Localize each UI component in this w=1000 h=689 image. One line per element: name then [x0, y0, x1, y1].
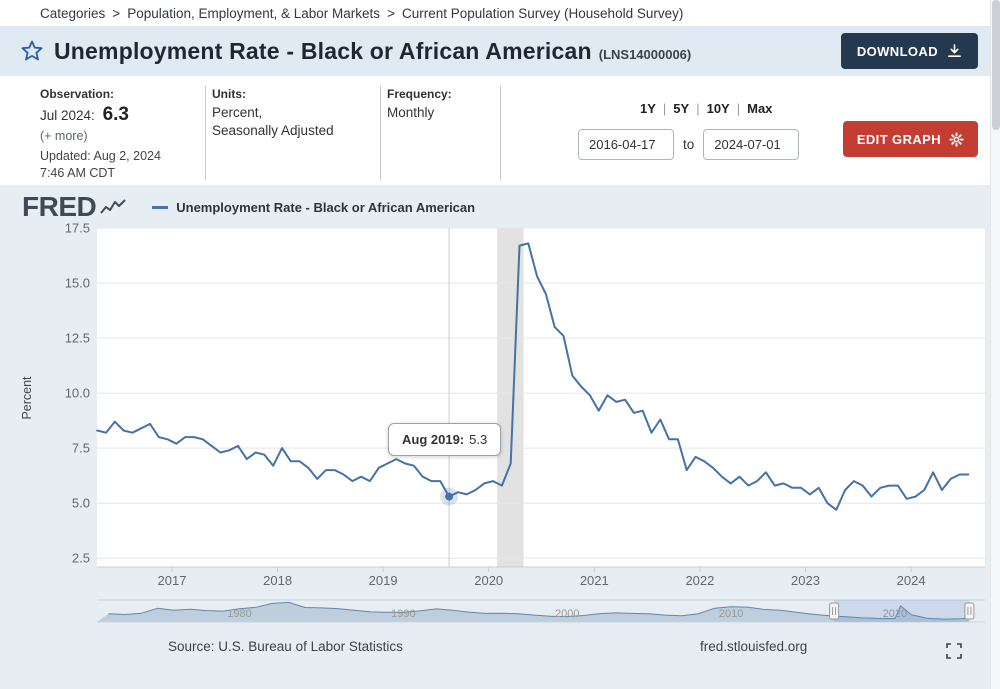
- date-range-controls: to: [578, 129, 800, 160]
- breadcrumb-cps[interactable]: Current Population Survey (Household Sur…: [401, 5, 684, 21]
- units-column: Units: Percent, Seasonally Adjusted: [212, 87, 334, 140]
- edit-graph-label: EDIT GRAPH: [856, 131, 941, 147]
- column-divider: [500, 86, 501, 180]
- preset-10y[interactable]: 10Y: [706, 101, 730, 116]
- fred-logo-text: FRED: [22, 191, 97, 222]
- observation-label: Observation:: [40, 87, 115, 101]
- highlight-marker: [445, 492, 454, 501]
- observation-value: 6.3: [102, 104, 129, 125]
- legend-series-dash: [152, 205, 169, 209]
- site-link[interactable]: fred.stlouisfed.org: [700, 639, 808, 654]
- tooltip-value: 5.3: [469, 432, 488, 447]
- breadcrumb-categories[interactable]: Categories: [40, 5, 106, 21]
- preset-separator: |: [736, 101, 741, 116]
- updated-time: 7:46 AM CDT: [40, 166, 116, 180]
- y-tick-label: 17.5: [65, 221, 90, 236]
- units-value-2: Seasonally Adjusted: [212, 123, 334, 138]
- meta-row: Observation: Jul 2024: 6.3 (+ more) Upda…: [0, 76, 990, 185]
- navigator-year-label: 2010: [719, 608, 743, 620]
- title-wrap: Unemployment Rate - Black or African Ame…: [54, 38, 691, 65]
- title-band: Unemployment Rate - Black or African Ame…: [0, 26, 990, 76]
- x-tick-label: 2017: [158, 573, 187, 588]
- favorite-star-icon[interactable]: [20, 39, 44, 63]
- series-line: [96, 242, 970, 511]
- x-tick-label: 2019: [369, 573, 398, 588]
- preset-separator: |: [696, 101, 700, 116]
- range-presets: 1Y | 5Y | 10Y | Max: [640, 101, 772, 116]
- legend-series-label: Unemployment Rate - Black or African Ame…: [176, 199, 476, 215]
- gear-icon: [949, 131, 964, 147]
- unemployment-line-chart[interactable]: 2017 2018 2019 2020 2021 2022 2023 2024 2.5 5.0 7.…: [0, 185, 990, 689]
- series-id: (LNS14000006): [598, 46, 692, 62]
- preset-separator: |: [662, 101, 667, 116]
- navigator-left-handle[interactable]: [829, 602, 840, 620]
- y-tick-label: 7.5: [72, 441, 90, 456]
- navigator-line: [108, 601, 969, 620]
- navigator-year-label: 2000: [555, 608, 579, 620]
- y-tick-label: 5.0: [72, 496, 90, 511]
- navigator-area: [97, 602, 969, 622]
- x-tick-label: 2024: [897, 573, 926, 588]
- end-date-input[interactable]: [703, 129, 800, 160]
- y-tick-label: 2.5: [72, 551, 90, 566]
- navigator-selected-mask: [834, 600, 970, 622]
- more-observations-link[interactable]: (+ more): [40, 129, 88, 143]
- x-tick-label: 2023: [791, 573, 820, 588]
- navigator-right-handle[interactable]: [964, 602, 975, 620]
- preset-5y[interactable]: 5Y: [673, 101, 690, 116]
- x-tick-label: 2020: [474, 573, 503, 588]
- x-tick-label: 2021: [580, 573, 609, 588]
- download-button[interactable]: DOWNLOAD: [840, 33, 978, 69]
- y-tick-label: 10.0: [65, 386, 90, 401]
- fred-logo[interactable]: FRED: [22, 191, 126, 223]
- edit-graph-button[interactable]: EDIT GRAPH: [842, 121, 978, 157]
- breadcrumb-population[interactable]: Population, Employment, & Labor Markets: [127, 5, 381, 21]
- navigator-year-label: 1980: [227, 608, 251, 620]
- plot-area[interactable]: [97, 228, 985, 567]
- date-range-to-label: to: [683, 137, 695, 152]
- x-tick-label: 2022: [685, 573, 714, 588]
- page-title: Unemployment Rate - Black or African Ame…: [54, 37, 592, 64]
- units-label: Units:: [212, 87, 246, 101]
- page-scrollbar-thumb[interactable]: [992, 0, 1000, 130]
- navigator-year-label: 1990: [391, 608, 415, 620]
- frequency-value: Monthly: [387, 105, 435, 120]
- tooltip-label: Aug 2019:: [402, 432, 465, 447]
- chart-section: FRED Unemployment Rate - Black or Africa…: [0, 185, 990, 689]
- recession-band: [497, 228, 524, 567]
- y-axis-title: Percent: [20, 376, 34, 420]
- frequency-label: Frequency:: [387, 87, 452, 101]
- breadcrumb: Categories > Population, Employment, & L…: [0, 0, 990, 26]
- page-scrollbar[interactable]: [990, 0, 1000, 689]
- preset-max[interactable]: Max: [747, 101, 773, 116]
- observation-column: Observation: Jul 2024: 6.3 (+ more) Upda…: [40, 87, 161, 182]
- breadcrumb-separator: >: [112, 5, 121, 21]
- download-icon: [948, 43, 961, 57]
- observation-period: Jul 2024:: [40, 108, 95, 123]
- x-tick-label: 2018: [263, 573, 292, 588]
- fred-logo-chart-icon: [100, 199, 126, 214]
- updated-text: Updated: Aug 2, 2024: [40, 149, 161, 163]
- chart-legend: Unemployment Rate - Black or African Ame…: [152, 200, 475, 215]
- units-value-1: Percent,: [212, 105, 263, 120]
- navigator-year-label: 2020: [883, 608, 907, 620]
- source-attribution: Source: U.S. Bureau of Labor Statistics: [168, 639, 403, 654]
- chart-header: FRED Unemployment Rate - Black or Africa…: [22, 191, 475, 223]
- breadcrumb-separator: >: [387, 5, 395, 21]
- start-date-input[interactable]: [578, 129, 674, 160]
- preset-1y[interactable]: 1Y: [640, 101, 656, 116]
- download-label: DOWNLOAD: [856, 43, 938, 59]
- tooltip: Aug 2019: 5.3: [388, 423, 502, 456]
- column-divider: [205, 86, 206, 180]
- column-divider: [380, 86, 381, 180]
- y-tick-label: 12.5: [65, 331, 90, 346]
- observation-value-line: Jul 2024: 6.3: [40, 104, 161, 126]
- frequency-column: Frequency: Monthly: [387, 87, 452, 122]
- y-tick-label: 15.0: [65, 276, 90, 291]
- fullscreen-icon[interactable]: [946, 643, 962, 659]
